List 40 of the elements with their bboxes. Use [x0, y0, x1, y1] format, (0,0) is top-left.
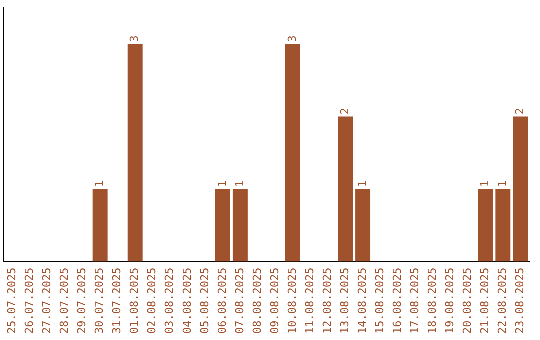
x-tick-label: 02.08.2025 [146, 268, 159, 334]
data-label: 1 [478, 180, 492, 188]
data-label: 3 [128, 36, 142, 42]
data-label: 2 [338, 108, 352, 115]
data-label: 1 [93, 180, 106, 188]
x-tick-label: 20.08.2025 [460, 268, 474, 334]
x-tick-label: 25.07.2025 [6, 268, 19, 334]
x-tick-label: 04.08.2025 [180, 268, 194, 334]
x-tick-label: 13.08.2025 [338, 268, 352, 334]
data-label: 1 [496, 180, 510, 188]
x-tick-label: 06.08.2025 [216, 268, 229, 334]
x-tick-label: 23.08.2025 [514, 268, 527, 334]
x-tick-label: 21.08.2025 [478, 268, 492, 334]
data-label: 3 [286, 36, 299, 42]
x-tick-label: 08.08.2025 [250, 268, 264, 334]
x-tick-label: 17.08.2025 [408, 268, 422, 334]
data-label: 1 [233, 180, 246, 188]
data-label: 1 [356, 180, 369, 188]
x-tick-label: 27.07.2025 [40, 268, 54, 334]
x-tick-label: 19.08.2025 [443, 268, 456, 334]
x-tick-label: 12.08.2025 [320, 268, 334, 334]
x-tick-label: 26.07.2025 [23, 268, 36, 334]
x-tick-label: 14.08.2025 [356, 268, 369, 334]
x-tick-label: 18.08.2025 [426, 268, 439, 334]
x-tick-label: 15.08.2025 [373, 268, 386, 334]
x-tick-label: 05.08.2025 [198, 268, 212, 334]
x-tick-label: 29.07.2025 [76, 268, 89, 334]
x-tick-label: 22.08.2025 [496, 268, 510, 334]
x-tick-label: 28.07.2025 [58, 268, 72, 334]
data-label: 2 [514, 108, 527, 115]
data-label: 1 [216, 180, 229, 188]
x-tick-label: 30.07.2025 [93, 268, 106, 334]
x-tick-label: 09.08.2025 [268, 268, 282, 334]
x-tick-label: 11.08.2025 [303, 268, 316, 334]
x-tick-label: 07.08.2025 [233, 268, 246, 334]
x-tick-label: 10.08.2025 [286, 268, 299, 334]
x-tick-label: 16.08.2025 [390, 268, 404, 334]
x-tick-label: 31.07.2025 [110, 268, 124, 334]
x-tick-label: 03.08.2025 [163, 268, 176, 334]
x-tick-label: 01.08.2025 [128, 268, 142, 334]
